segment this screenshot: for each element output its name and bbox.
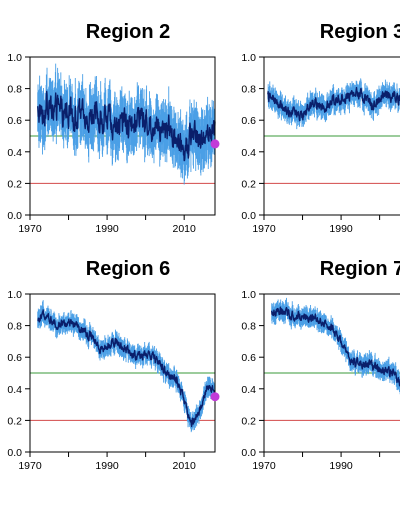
chart-title: Region 3 [320, 21, 400, 43]
y-tick-label: 0.8 [7, 321, 22, 333]
latest-value-marker [210, 392, 220, 402]
x-tick-label: 2010 [172, 223, 196, 235]
chart-title: Region 7 [320, 258, 400, 280]
y-tick-label: 1.0 [7, 52, 22, 64]
y-tick-label: 0.2 [241, 178, 256, 190]
y-tick-label: 0.6 [241, 352, 256, 364]
y-tick-label: 0.8 [241, 84, 256, 96]
chart-title: Region 2 [86, 21, 170, 43]
y-tick-label: 0.0 [7, 447, 22, 459]
chart-title: Region 6 [86, 258, 170, 280]
plot-frame [29, 293, 216, 453]
y-tick-label: 0.8 [241, 321, 256, 333]
y-tick-label: 0.6 [7, 115, 22, 127]
x-tick-label: 1990 [329, 223, 353, 235]
y-tick-label: 1.0 [7, 289, 22, 301]
latest-value-marker [210, 139, 220, 149]
y-tick-label: 0.4 [7, 384, 22, 396]
y-tick-label: 0.0 [7, 210, 22, 222]
y-tick-label: 0.6 [241, 115, 256, 127]
x-tick-label: 1970 [252, 223, 276, 235]
series-line [271, 306, 400, 387]
y-tick-label: 0.6 [7, 352, 22, 364]
y-tick-label: 0.8 [7, 84, 22, 96]
plot-frame [29, 56, 216, 216]
y-tick-label: 0.2 [7, 415, 22, 427]
x-tick-label: 1990 [95, 460, 119, 472]
x-tick-label: 1990 [329, 460, 353, 472]
confidence-band [271, 297, 400, 395]
x-tick-label: 2010 [172, 460, 196, 472]
y-tick-label: 0.2 [241, 415, 256, 427]
series-line [37, 90, 216, 162]
y-tick-label: 1.0 [241, 289, 256, 301]
x-tick-label: 1970 [252, 460, 276, 472]
y-tick-label: 0.2 [7, 178, 22, 190]
plot-frame [263, 293, 400, 453]
x-tick-label: 1970 [18, 460, 42, 472]
x-tick-label: 1990 [95, 223, 119, 235]
x-tick-label: 1970 [18, 223, 42, 235]
y-tick-label: 0.0 [241, 210, 256, 222]
y-tick-label: 0.0 [241, 447, 256, 459]
chart-panel: Region 2 0.0 0.2 0.4 0.6 0.8 1.0 1970 1990 2010 [7, 21, 220, 235]
chart-panel: Region 6 0.0 0.2 0.4 0.6 0.8 1.0 1970 1990 2010 [7, 258, 220, 472]
series-line [37, 309, 216, 428]
y-tick-label: 0.4 [7, 147, 22, 159]
y-tick-label: 1.0 [241, 52, 256, 64]
plot-frame [263, 56, 400, 216]
series-line [267, 86, 400, 122]
y-tick-label: 0.4 [241, 384, 256, 396]
y-tick-label: 0.4 [241, 147, 256, 159]
